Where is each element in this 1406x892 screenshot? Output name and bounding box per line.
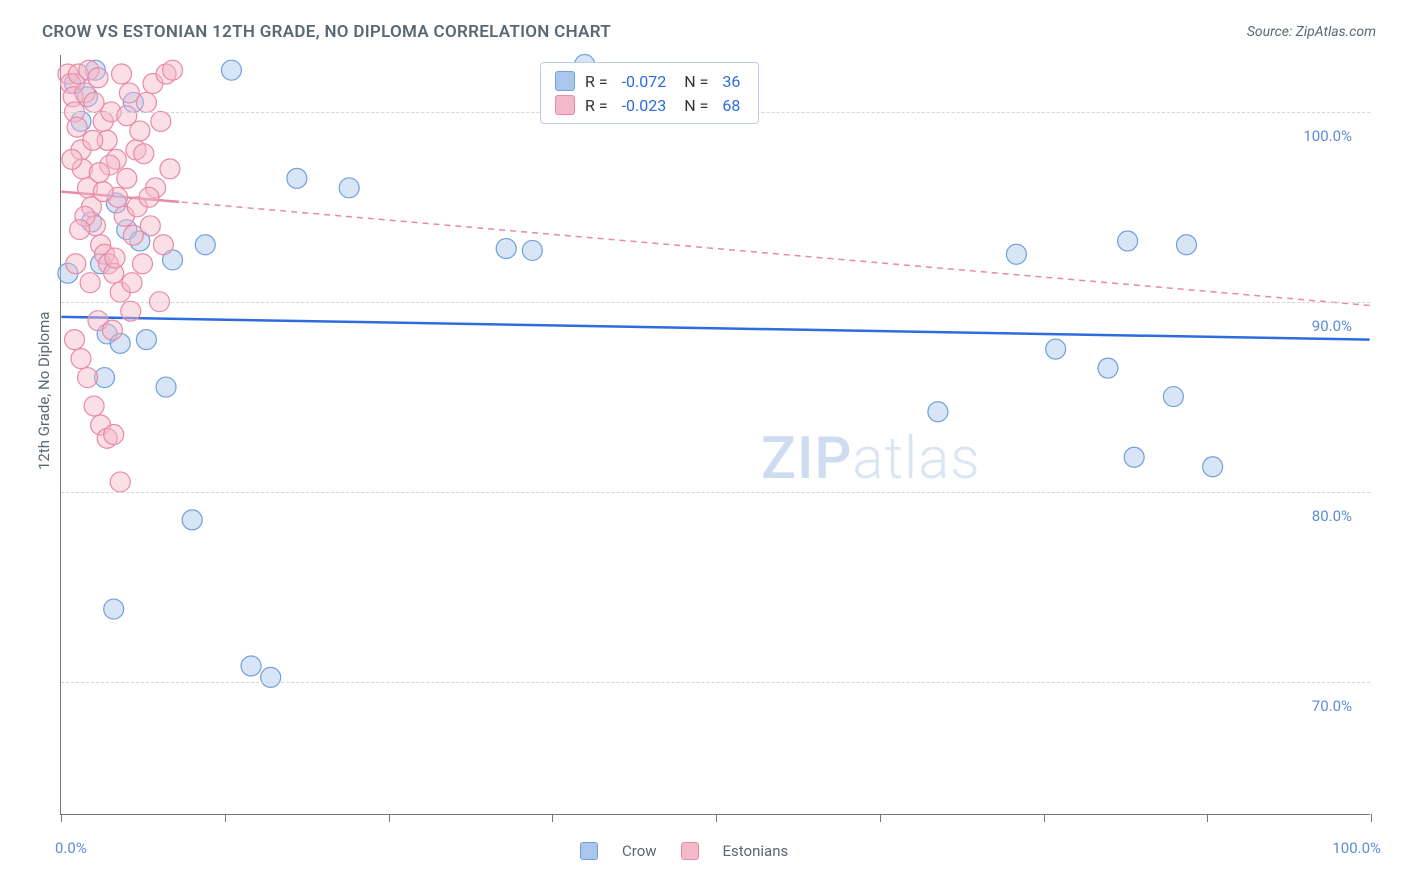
swatch-estonians <box>555 95 575 115</box>
bottom-swatch-crow <box>580 842 598 860</box>
n-value-crow: 36 <box>722 72 740 91</box>
source-credit: Source: ZipAtlas.com <box>1247 24 1376 40</box>
y-axis-label: 12th Grade, No Diploma <box>35 312 53 470</box>
swatch-crow <box>555 71 575 91</box>
legend-row-crow: R = -0.072 N = 36 <box>555 69 744 93</box>
chart-title: CROW VS ESTONIAN 12TH GRADE, NO DIPLOMA … <box>42 22 611 42</box>
correlation-legend: R = -0.072 N = 36 R = -0.023 N = 68 <box>540 62 759 124</box>
plot-svg <box>61 55 1370 814</box>
r-value-estonians: -0.023 <box>622 96 667 115</box>
r-label: R = <box>585 72 608 91</box>
bottom-legend: Crow Estonians <box>580 842 788 860</box>
chart-container: CROW VS ESTONIAN 12TH GRADE, NO DIPLOMA … <box>0 0 1406 892</box>
r-label: R = <box>585 96 608 115</box>
bottom-label-estonians: Estonians <box>723 842 789 860</box>
n-value-estonians: 68 <box>722 96 740 115</box>
bottom-swatch-estonians <box>681 842 699 860</box>
legend-row-estonians: R = -0.023 N = 68 <box>555 93 744 117</box>
y-tick-label: 70.0% <box>1312 697 1352 715</box>
y-tick-label: 80.0% <box>1312 507 1352 525</box>
bottom-label-crow: Crow <box>622 842 657 860</box>
y-tick-label: 100.0% <box>1303 127 1352 145</box>
plot-area: ZIPatlas 70.0%80.0%90.0%100.0% <box>60 55 1370 815</box>
y-tick-label: 90.0% <box>1312 317 1352 335</box>
x-axis-max-label: 100.0% <box>1332 839 1381 857</box>
r-value-crow: -0.072 <box>622 72 667 91</box>
x-axis-min-label: 0.0% <box>55 839 87 857</box>
n-label: N = <box>680 96 708 115</box>
n-label: N = <box>680 72 708 91</box>
